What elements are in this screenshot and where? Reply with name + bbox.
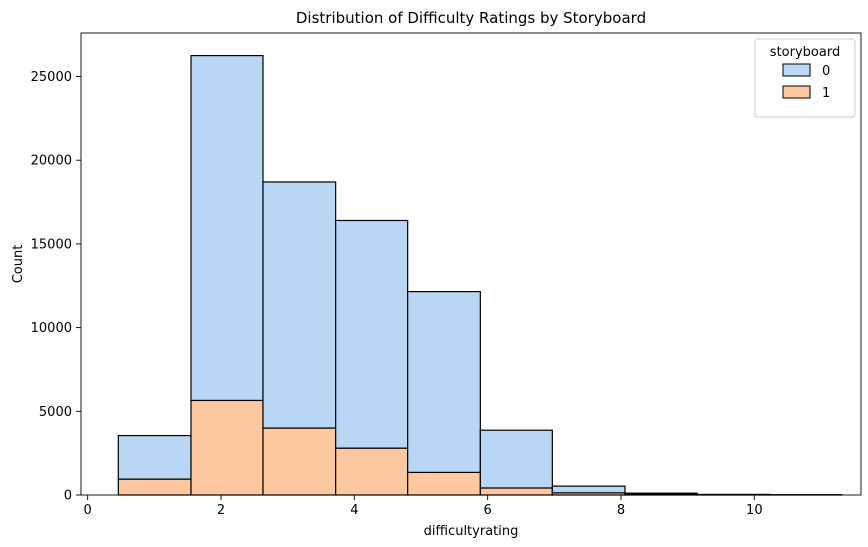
bar-storyboard-1-bin-5 (479, 487, 553, 496)
bar-storyboard-0-bin-7 (624, 492, 698, 495)
bar-storyboard-0-bin-5 (479, 429, 553, 489)
legend-label-0: 0 (822, 64, 830, 79)
y-tick-label: 10000 (31, 321, 72, 336)
y-tick-label: 20000 (31, 154, 72, 169)
legend-title: storyboard (770, 45, 840, 60)
x-axis-title: difficultyrating (424, 524, 519, 539)
chart-title: Distribution of Difficulty Ratings by St… (296, 9, 646, 27)
y-axis: 0 5000 10000 15000 20000 25000 (31, 70, 81, 504)
legend-frame (754, 38, 856, 118)
y-tick-label: 25000 (31, 70, 72, 85)
bar-storyboard-1-bin-2 (262, 427, 337, 496)
x-tick-label: 8 (617, 503, 625, 518)
bar-storyboard-0-bin-2 (262, 181, 337, 429)
bars-group (117, 54, 843, 496)
bar-storyboard-1-bin-0 (117, 478, 192, 496)
x-tick-label: 4 (350, 503, 358, 518)
bar-storyboard-0-bin-1 (190, 54, 264, 402)
bar-storyboard-1-bin-1 (190, 399, 264, 496)
bar-storyboard-0-bin-0 (117, 434, 192, 480)
legend-label-1: 1 (822, 86, 830, 101)
bar-storyboard-0-bin-3 (335, 219, 409, 449)
x-tick-label: 0 (84, 503, 92, 518)
bar-storyboard-1-bin-4 (407, 471, 481, 496)
y-tick-label: 5000 (39, 405, 72, 420)
x-axis: 0 2 4 6 8 10 (84, 495, 763, 518)
x-tick-label: 2 (217, 503, 225, 518)
legend-swatch-1 (782, 85, 811, 99)
x-tick-label: 6 (484, 503, 492, 518)
bar-storyboard-0-bin-6 (551, 485, 626, 494)
legend-swatch-0 (782, 63, 811, 77)
legend-items: 01 (782, 63, 830, 101)
x-tick-label: 10 (746, 503, 763, 518)
bar-storyboard-1-bin-3 (335, 447, 409, 496)
y-tick-label: 0 (64, 489, 72, 504)
bar-storyboard-0-bin-4 (407, 291, 481, 474)
y-tick-label: 15000 (31, 237, 72, 252)
legend: storyboard 01 (754, 38, 856, 118)
plot-frame (80, 32, 862, 496)
y-axis-title: Count (11, 245, 26, 284)
